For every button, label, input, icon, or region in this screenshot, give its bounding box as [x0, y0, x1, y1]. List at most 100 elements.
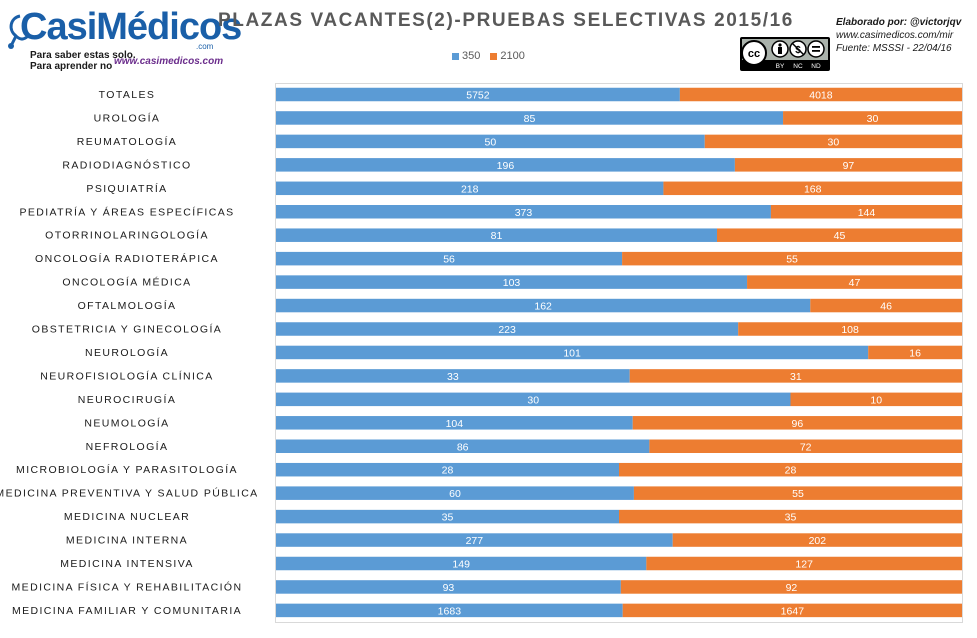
data-label-series-1: 56: [443, 254, 455, 266]
bar-series-1: [276, 580, 621, 594]
data-label-series-1: 81: [491, 230, 503, 242]
chart-legend: 350 2100: [452, 50, 525, 62]
data-label-series-1: 86: [457, 441, 469, 453]
bar-series-2: [649, 439, 962, 453]
category-label: PSIQUIATRÍA: [86, 182, 167, 195]
logo-tagline-1: Para saber estas solo.: [30, 50, 136, 61]
bar-series-1: [276, 322, 739, 336]
bar-series-1: [276, 556, 647, 571]
bar-series-2: [633, 486, 962, 500]
bar-series-2: [747, 275, 962, 289]
data-label-series-1: 103: [503, 277, 521, 289]
legend-swatch-series-2: [490, 52, 498, 60]
data-label-series-1: 35: [442, 512, 454, 524]
data-label-series-2: 168: [804, 183, 822, 195]
cc-icon: [741, 40, 767, 66]
data-label-series-2: 47: [849, 277, 861, 289]
category-label: MEDICINA INTERNA: [66, 535, 188, 547]
bar-series-2: [810, 298, 962, 313]
bar-series-2: [622, 603, 962, 618]
data-label-series-1: 28: [442, 465, 454, 477]
legend-swatch-series-1: [452, 52, 459, 60]
category-label: PEDIATRÍA Y ÁREAS ESPECÍFICAS: [19, 205, 234, 218]
category-label: NEUMOLOGÍA: [84, 416, 169, 429]
category-label: MEDICINA NUCLEAR: [64, 511, 190, 523]
credits-url: www.casimedicos.com/mir: [836, 30, 954, 41]
bar-series-1: [276, 181, 664, 196]
data-label-series-2: 31: [790, 371, 802, 383]
data-label-series-2: 45: [834, 230, 846, 242]
credits-author: Elaborado por: @victorjqv: [836, 17, 962, 28]
data-label-series-1: 104: [446, 418, 464, 430]
data-label-series-2: 28: [785, 465, 797, 477]
bar-series-2: [629, 369, 962, 383]
bar-series-2: [622, 251, 962, 266]
bar-series-1: [276, 416, 633, 430]
data-label-series-2: 16: [909, 347, 921, 359]
category-label: RADIODIAGNÓSTICO: [62, 158, 191, 171]
data-label-series-2: 55: [786, 254, 798, 266]
chart-credits: Elaborado por: @victorjqv www.casimedico…: [836, 16, 961, 55]
svg-text:cc: cc: [748, 48, 760, 60]
bar-series-1: [276, 369, 630, 383]
data-label-series-1: 33: [447, 371, 459, 383]
bar-series-1: [276, 111, 784, 125]
bar-series-1: [276, 298, 811, 313]
casimedicos-logo: CasiMédicos .com Para saber estas solo. …: [6, 4, 242, 72]
data-label-series-2: 46: [880, 301, 892, 313]
chart-title: PLAZAS VACANTES(2)-PRUEBAS SELECTIVAS 20…: [218, 10, 794, 31]
stethoscope-icon: [8, 14, 30, 49]
bar-series-2: [620, 580, 962, 594]
category-label: NEFROLOGÍA: [86, 440, 169, 453]
data-label-series-2: 202: [809, 535, 827, 547]
data-label-series-2: 10: [870, 394, 882, 406]
bar-series-1: [276, 486, 634, 500]
bar-series-2: [770, 205, 962, 219]
data-label-series-2: 1647: [781, 605, 805, 617]
data-label-series-1: 277: [466, 535, 484, 547]
bar-series-1: [276, 275, 748, 289]
bar-series-2: [783, 111, 962, 125]
data-label-series-2: 92: [786, 582, 798, 594]
data-label-series-2: 97: [843, 160, 855, 172]
data-label-series-1: 50: [485, 136, 497, 148]
data-label-series-1: 85: [524, 113, 536, 125]
category-label: OTORRINOLARINGOLOGÍA: [45, 229, 209, 242]
category-label: REUMATOLOGÍA: [77, 135, 177, 148]
bar-series-1: [276, 392, 791, 407]
data-label-series-2: 127: [795, 559, 813, 571]
category-label: MEDICINA PREVENTIVA Y SALUD PÚBLICA: [0, 487, 259, 500]
data-label-series-1: 1683: [438, 605, 462, 617]
bar-series-1: [276, 205, 771, 219]
category-label: ONCOLOGÍA MÉDICA: [62, 276, 191, 289]
license-nd-text: ND: [811, 63, 821, 70]
data-label-series-1: 93: [443, 582, 455, 594]
data-label-series-1: 60: [449, 488, 461, 500]
bar-series-1: [276, 462, 619, 477]
category-label: NEUROLOGÍA: [85, 346, 169, 359]
bar-series-1: [276, 603, 623, 618]
category-label: MEDICINA INTENSIVA: [60, 558, 194, 570]
category-label: MICROBIOLOGÍA Y PARASITOLOGÍA: [16, 463, 238, 476]
data-label-series-2: 72: [800, 441, 812, 453]
logo-tagline-2: Para aprender no: [30, 61, 113, 72]
data-label-series-1: 223: [498, 324, 516, 336]
legend-item-series-1: 350: [452, 50, 480, 62]
logo-url: www.casimedicos.com: [114, 56, 224, 67]
bar-series-2: [646, 556, 962, 571]
category-label: MEDICINA FAMILIAR Y COMUNITARIA: [12, 605, 242, 617]
data-label-series-1: 30: [527, 394, 539, 406]
logo-wordmark: CasiMédicos: [20, 6, 242, 48]
bar-series-1: [276, 439, 650, 453]
bar-series-2: [663, 181, 962, 196]
bar-series-1: [276, 87, 680, 102]
bar-series-1: [276, 533, 673, 547]
logo-domain: .com: [196, 42, 214, 51]
data-label-series-1: 149: [452, 559, 470, 571]
bar-series-2: [619, 462, 962, 477]
bar-series-2: [632, 416, 962, 430]
data-label-series-1: 196: [497, 160, 515, 172]
bar-series-1: [276, 158, 735, 172]
data-label-series-1: 101: [563, 347, 581, 359]
category-label: ONCOLOGÍA RADIOTERÁPICA: [35, 252, 219, 265]
